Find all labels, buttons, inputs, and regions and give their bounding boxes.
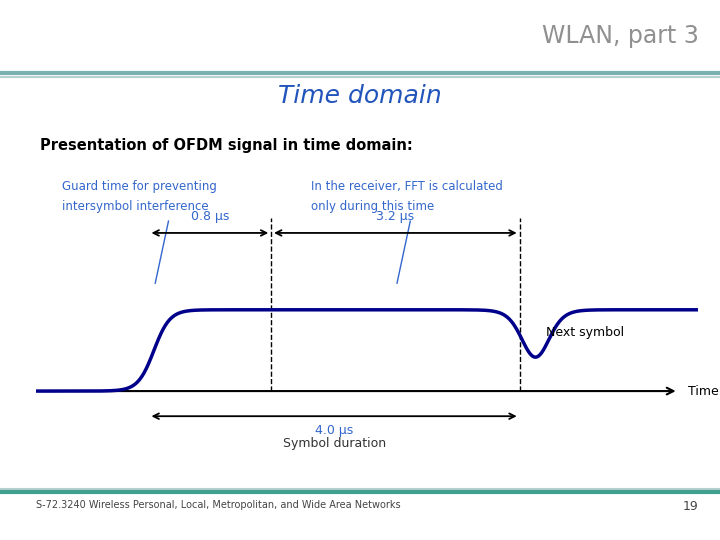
Text: Time: Time [688,384,719,397]
Text: In the receiver, FFT is calculated: In the receiver, FFT is calculated [311,180,503,193]
Text: 19: 19 [683,500,698,512]
Text: 0.8 μs: 0.8 μs [191,210,229,222]
Text: 4.0 μs: 4.0 μs [315,423,354,436]
Text: Time domain: Time domain [278,84,442,107]
Text: Presentation of OFDM signal in time domain:: Presentation of OFDM signal in time doma… [40,138,413,153]
Text: Next symbol: Next symbol [546,326,624,339]
Text: only during this time: only during this time [311,200,434,213]
Text: S-72.3240 Wireless Personal, Local, Metropolitan, and Wide Area Networks: S-72.3240 Wireless Personal, Local, Metr… [36,500,400,510]
Text: intersymbol interference: intersymbol interference [63,200,209,213]
Text: Symbol duration: Symbol duration [282,437,386,450]
Text: Guard time for preventing: Guard time for preventing [63,180,217,193]
Text: 3.2 μs: 3.2 μs [377,210,415,222]
Text: WLAN, part 3: WLAN, part 3 [541,24,698,48]
